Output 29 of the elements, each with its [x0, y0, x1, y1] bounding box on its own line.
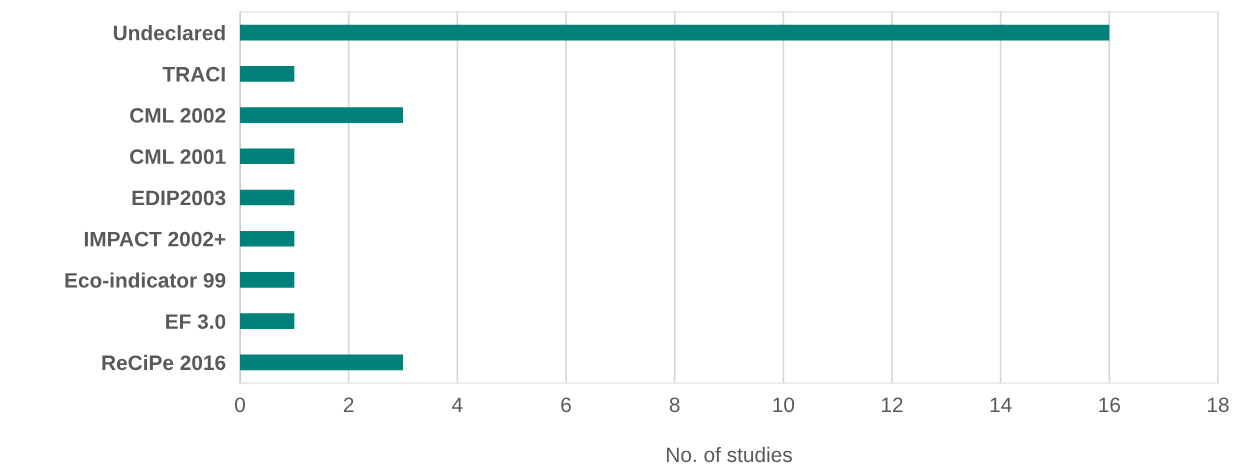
y-tick-label: IMPACT 2002+	[84, 231, 226, 247]
bar	[240, 148, 295, 165]
x-tick-label: 4	[452, 397, 463, 412]
y-tick-label: CML 2001	[130, 149, 226, 165]
x-tick-label: 12	[882, 397, 903, 412]
x-tick-label: 16	[1099, 397, 1121, 413]
bar	[240, 354, 403, 371]
bar	[240, 24, 1110, 41]
bar	[240, 66, 295, 82]
x-tick-label: 8	[669, 397, 680, 413]
x-tick-label: 2	[343, 397, 354, 412]
bar	[240, 189, 295, 206]
y-tick-label: EDIP2003	[132, 190, 226, 206]
bar	[240, 107, 403, 123]
y-tick-label: Eco-indicator 99	[65, 272, 226, 288]
y-tick-label: Undeclared	[113, 25, 225, 41]
x-tick-label: 10	[773, 397, 795, 413]
y-tick-label: TRACI	[162, 66, 225, 82]
x-axis-title: No. of studies	[667, 446, 792, 463]
x-tick-label: 18	[1208, 397, 1229, 413]
bar	[240, 313, 295, 329]
bar	[240, 272, 295, 288]
x-tick-label: 6	[561, 397, 571, 413]
y-tick-label: CML 2002	[130, 108, 226, 123]
y-tick-label: EF 3.0	[166, 314, 226, 329]
x-tick-label: 0	[235, 397, 245, 413]
y-tick-label: ReCiPe 2016	[102, 354, 226, 371]
bar	[240, 230, 295, 247]
x-tick-label: 14	[990, 397, 1012, 412]
